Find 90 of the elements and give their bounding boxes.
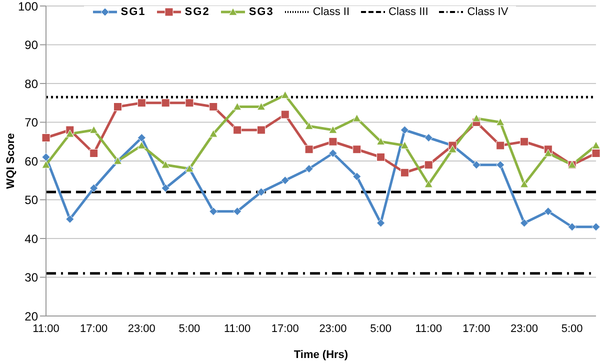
point: [161, 184, 170, 192]
point: [209, 130, 218, 138]
point: [424, 180, 433, 188]
x-axis-title: Time (Hrs): [294, 349, 348, 361]
point: [496, 118, 505, 126]
x-tick-label: 5:00: [370, 322, 392, 335]
point: [42, 134, 50, 142]
point: [233, 102, 242, 110]
point: [424, 160, 433, 170]
legend-label: Class III: [388, 6, 428, 18]
point: [209, 102, 218, 111]
y-tick-label: 20: [24, 309, 38, 324]
point: [568, 222, 576, 232]
legend-label: SG2: [184, 6, 210, 18]
point: [352, 172, 362, 181]
point: [448, 145, 457, 153]
point: [161, 160, 170, 168]
point: [233, 126, 242, 134]
point: [352, 145, 362, 154]
point: [544, 149, 552, 157]
point: [233, 207, 242, 216]
x-tick-label: 17:00: [462, 322, 490, 335]
point: [376, 218, 386, 228]
y-tick-label: 90: [24, 38, 38, 52]
point: [592, 141, 600, 149]
point: [137, 141, 146, 149]
y-tick-label: 50: [24, 193, 38, 208]
point: [185, 98, 194, 108]
point: [137, 134, 146, 142]
point: [42, 160, 50, 168]
point: [544, 207, 552, 216]
point: [472, 114, 481, 122]
point: [113, 102, 122, 111]
x-tick-label: 17:00: [80, 322, 108, 335]
point: [400, 126, 409, 134]
point: [66, 214, 74, 224]
point: [280, 176, 290, 185]
point: [66, 130, 74, 138]
y-tick-label: 40: [24, 232, 38, 246]
point: [256, 188, 266, 196]
point: [280, 90, 290, 99]
x-tick-label: 11:00: [224, 322, 251, 335]
y-tick-label: 100: [18, 0, 38, 14]
point: [472, 160, 481, 170]
legend-label: SG3: [248, 6, 274, 18]
x-tick-label: 23:00: [128, 322, 156, 335]
legend-label: Class IV: [467, 6, 508, 18]
point: [42, 152, 50, 162]
point: [424, 134, 433, 142]
y-tick-label: 70: [24, 116, 38, 130]
point: [280, 110, 290, 119]
x-tick-label: 5:00: [561, 322, 583, 335]
point: [520, 137, 529, 146]
legend-label: Class II: [312, 6, 350, 18]
y-axis-title: WQI Score: [4, 133, 17, 189]
point: [161, 98, 170, 108]
point: [328, 126, 338, 134]
point: [304, 164, 314, 173]
point: [328, 137, 338, 146]
point: [256, 102, 266, 110]
point: [209, 207, 218, 216]
point: [520, 180, 529, 188]
point: [376, 152, 386, 162]
y-tick-label: 60: [24, 154, 38, 168]
point: [256, 126, 266, 134]
point: [304, 145, 314, 154]
point: [592, 222, 600, 232]
point: [328, 149, 338, 158]
x-tick-label: 11:00: [32, 322, 60, 335]
point: [137, 98, 146, 108]
point: [376, 137, 386, 146]
x-tick-label: 5:00: [178, 322, 200, 335]
legend-label: SG1: [120, 6, 146, 18]
y-tick-label: 80: [24, 76, 38, 91]
point: [496, 160, 505, 170]
y-tick-label: 30: [24, 270, 38, 285]
x-tick-label: 23:00: [510, 322, 538, 335]
point: [400, 141, 409, 149]
point: [90, 126, 98, 134]
x-tick-label: 23:00: [319, 322, 347, 335]
x-tick-label: 17:00: [271, 322, 299, 335]
point: [592, 149, 600, 158]
point: [352, 114, 362, 122]
point: [90, 184, 98, 192]
point: [400, 168, 409, 177]
point: [304, 122, 314, 130]
point: [90, 149, 98, 158]
point: [520, 218, 529, 228]
point: [496, 141, 505, 150]
x-tick-label: 11:00: [415, 322, 442, 335]
